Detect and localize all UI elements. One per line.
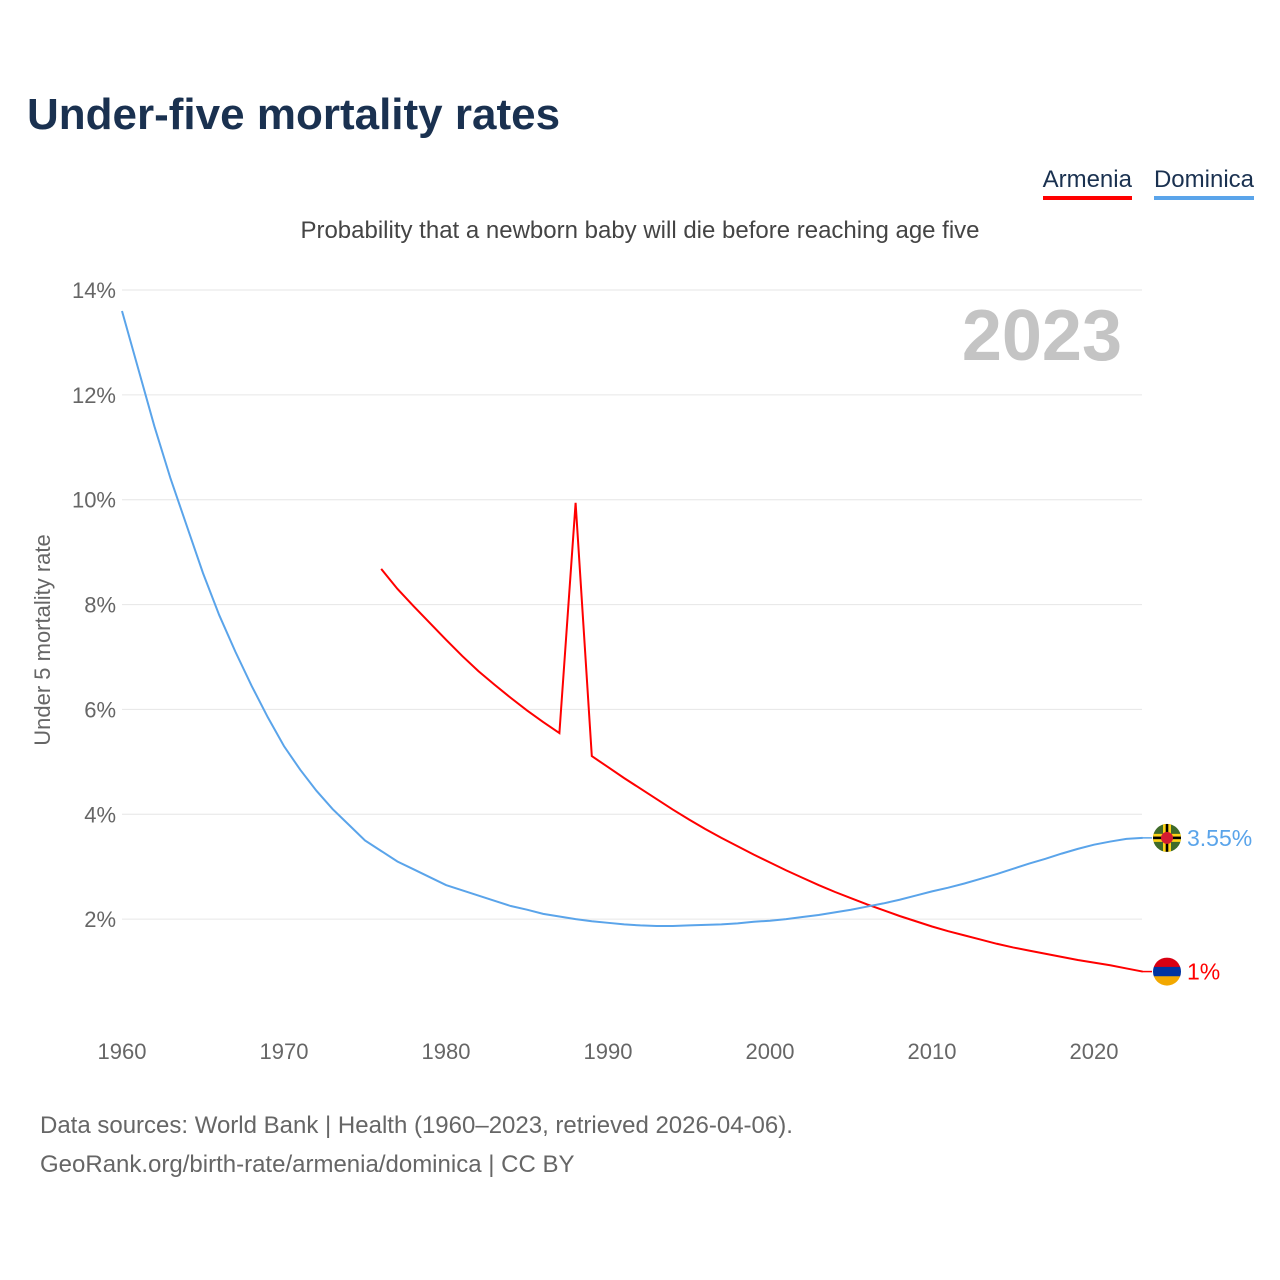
flag-stripe: [1153, 976, 1181, 986]
legend-item-dominica[interactable]: Dominica: [1153, 166, 1254, 200]
y-tick-label: 6%: [84, 697, 116, 722]
series-line-dominica: [121, 310, 1143, 927]
source-url[interactable]: GeoRank.org/birth-rate/armenia/dominica …: [40, 1151, 575, 1178]
end-value-label-dominica: 3.55%: [1187, 825, 1252, 851]
y-tick-label: 8%: [84, 593, 116, 618]
legend: Armenia Dominica: [1042, 166, 1254, 200]
dominica-flag-icon: [1153, 823, 1181, 852]
line-chart: 2% 4% 6% 8% 10% 12% 14% 1960 1970 1980 1990 2000 201…: [30, 278, 1252, 1064]
chart-subtitle: Probability that a newborn baby will die…: [300, 217, 980, 244]
armenia-flag-icon: [1153, 957, 1181, 986]
end-value-label-armenia: 1%: [1187, 959, 1220, 985]
y-tick-label: 12%: [72, 383, 116, 408]
flag-stripe: [1153, 957, 1181, 968]
chart-title: Under-five mortality rates: [27, 90, 561, 139]
y-tick-label: 2%: [84, 907, 116, 932]
flag-stripe: [1153, 966, 1181, 977]
year-label: 2023: [962, 296, 1122, 376]
x-tick-label: 1970: [260, 1039, 309, 1064]
x-tick-label: 2020: [1070, 1039, 1119, 1064]
y-tick-label: 14%: [72, 278, 116, 303]
x-tick-label: 1980: [422, 1039, 471, 1064]
x-tick-label: 1960: [98, 1039, 147, 1064]
y-axis-label: Under 5 mortality rate: [30, 534, 55, 746]
source-note: Data sources: World Bank | Health (1960–…: [40, 1106, 793, 1184]
series-line-armenia: [380, 502, 1143, 973]
legend-item-armenia[interactable]: Armenia: [1042, 166, 1132, 200]
y-tick-label: 4%: [84, 802, 116, 827]
source-line: Data sources: World Bank | Health (1960–…: [40, 1112, 793, 1139]
x-tick-label: 2000: [746, 1039, 795, 1064]
x-tick-label: 1990: [584, 1039, 633, 1064]
x-tick-label: 2010: [908, 1039, 957, 1064]
y-tick-label: 10%: [72, 488, 116, 513]
flag-part: [1161, 831, 1173, 844]
